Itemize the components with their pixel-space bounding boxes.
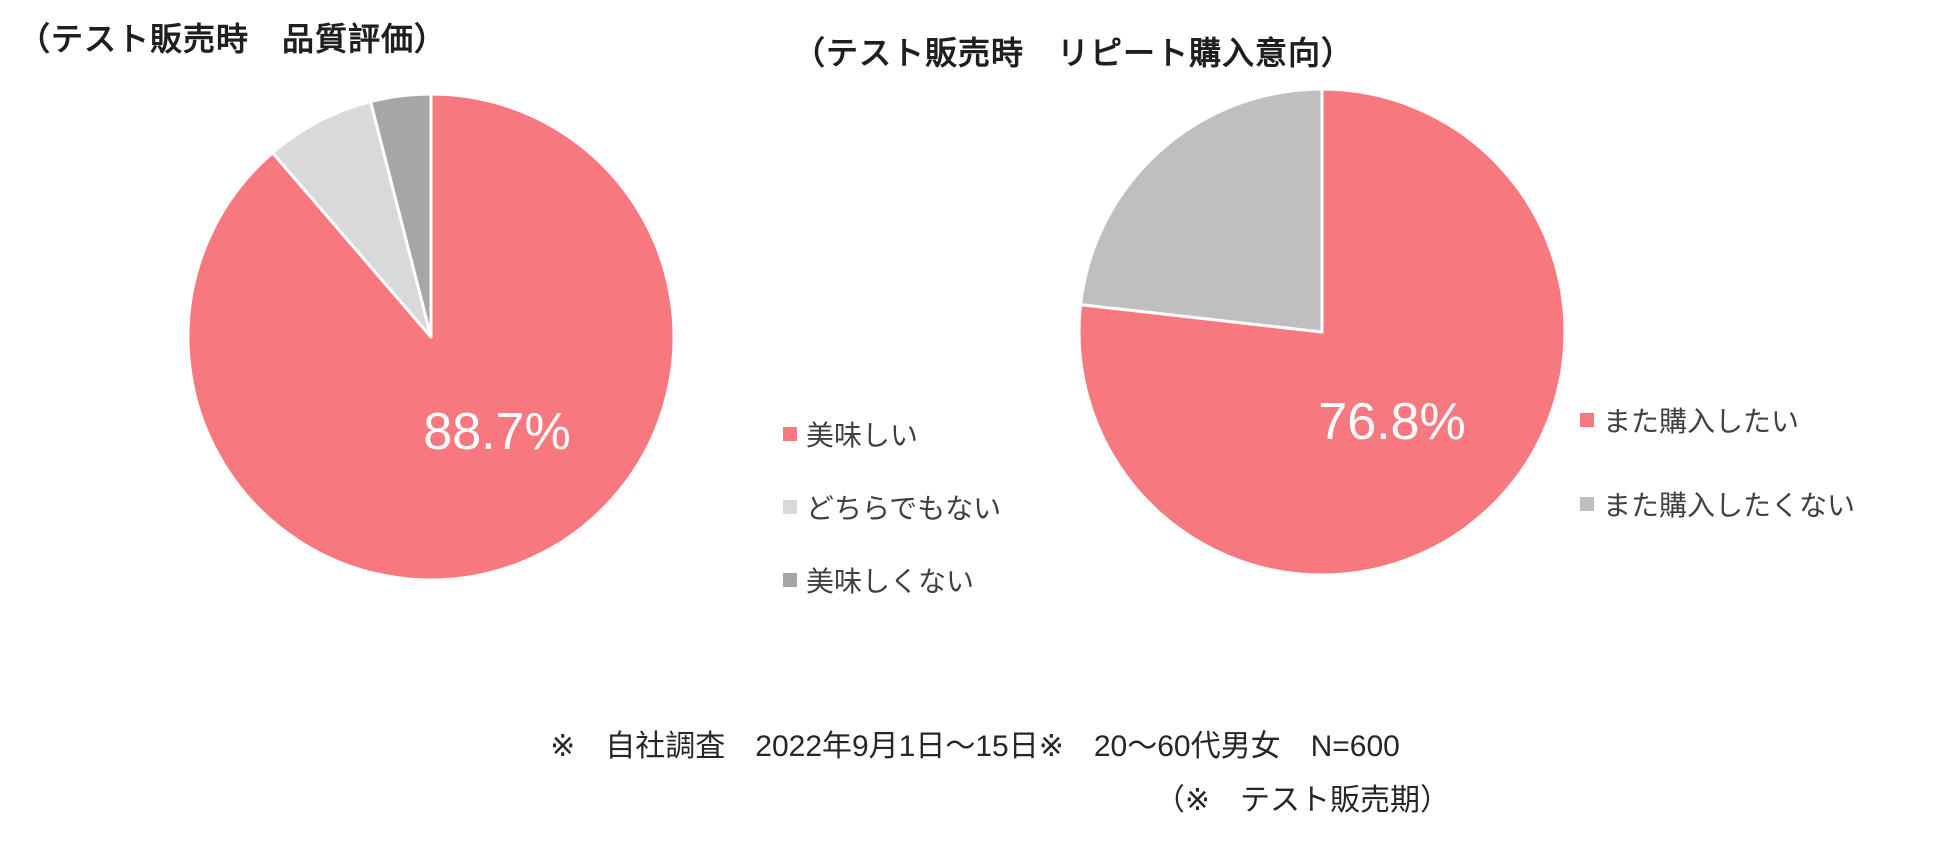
legend-item: どちらでもない — [783, 487, 1001, 527]
legend-item: 美味しい — [783, 414, 1001, 454]
pie-slice-0-2 — [369, 92, 433, 339]
legend-label: どちらでもない — [806, 493, 1002, 524]
chart-title-repeat: （テスト販売時 リピート購入意向） — [793, 35, 1355, 71]
legend-item: 美味しくない — [783, 560, 1001, 600]
legend-swatch-icon — [783, 573, 797, 587]
legend-quality: 美味しいどちらでもない 美味しくない — [783, 414, 1001, 600]
legend-swatch-icon — [1580, 497, 1594, 511]
data-label-quality: 88.7% — [423, 403, 571, 461]
legend-swatch-icon — [783, 427, 797, 441]
footnote: ※ 自社調査 2022年9月1日～15日※ 20～60代男女 N=600 （※ … — [490, 732, 1460, 816]
pie-quality — [186, 92, 676, 582]
pie-repeat — [1077, 87, 1567, 577]
footnote-line-2: （※ テスト販売期） — [1154, 784, 1450, 817]
pie-slice-1-0 — [1077, 87, 1567, 577]
legend-label: 美味しくない — [806, 566, 975, 597]
legend-label: 美味しい — [806, 420, 919, 451]
pie-slice-0-1 — [271, 100, 433, 339]
footnote-line-1: ※ 自社調査 2022年9月1日～15日※ 20～60代男女 N=600 — [550, 730, 1400, 763]
legend-item: また購入したい — [1580, 400, 1855, 440]
data-label-repeat: 76.8% — [1318, 393, 1466, 451]
legend-swatch-icon — [1580, 413, 1594, 427]
chart-title-quality: （テスト販売時 品質評価） — [18, 21, 448, 57]
legend-item: また購入したくない — [1580, 484, 1855, 524]
pie-slice-1-1 — [1079, 87, 1324, 334]
legend-repeat: また購入したいまた購入したくない — [1580, 400, 1855, 524]
legend-label: また購入したくない — [1603, 490, 1856, 521]
legend-swatch-icon — [783, 500, 797, 514]
legend-label: また購入したい — [1603, 406, 1800, 437]
